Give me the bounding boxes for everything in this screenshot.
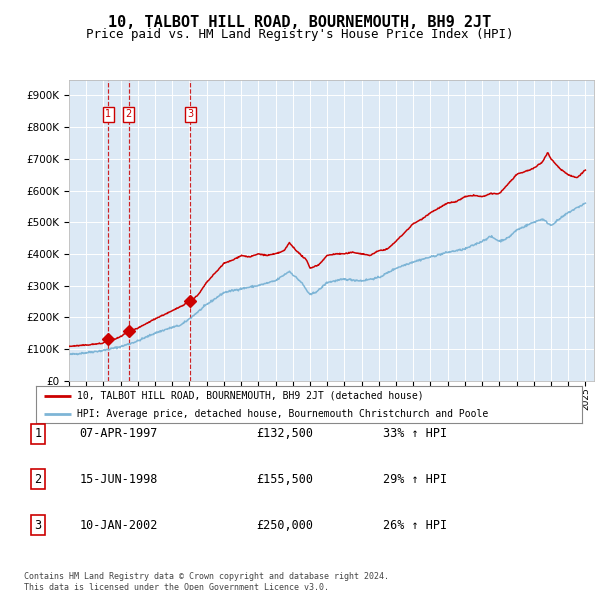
Text: Price paid vs. HM Land Registry's House Price Index (HPI): Price paid vs. HM Land Registry's House … <box>86 28 514 41</box>
Text: 3: 3 <box>34 519 41 532</box>
Text: £132,500: £132,500 <box>256 427 313 440</box>
Text: 07-APR-1997: 07-APR-1997 <box>79 427 158 440</box>
Text: £155,500: £155,500 <box>256 473 313 486</box>
Text: 2: 2 <box>34 473 41 486</box>
Text: 26% ↑ HPI: 26% ↑ HPI <box>383 519 447 532</box>
Text: 2: 2 <box>125 110 131 120</box>
Text: 15-JUN-1998: 15-JUN-1998 <box>79 473 158 486</box>
Text: £250,000: £250,000 <box>256 519 313 532</box>
Text: 10, TALBOT HILL ROAD, BOURNEMOUTH, BH9 2JT: 10, TALBOT HILL ROAD, BOURNEMOUTH, BH9 2… <box>109 15 491 30</box>
Text: 33% ↑ HPI: 33% ↑ HPI <box>383 427 447 440</box>
Text: 10-JAN-2002: 10-JAN-2002 <box>79 519 158 532</box>
Text: 3: 3 <box>187 110 193 120</box>
Text: 29% ↑ HPI: 29% ↑ HPI <box>383 473 447 486</box>
Text: HPI: Average price, detached house, Bournemouth Christchurch and Poole: HPI: Average price, detached house, Bour… <box>77 409 488 419</box>
Text: 1: 1 <box>34 427 41 440</box>
Text: Contains HM Land Registry data © Crown copyright and database right 2024.
This d: Contains HM Land Registry data © Crown c… <box>24 572 389 590</box>
Text: 10, TALBOT HILL ROAD, BOURNEMOUTH, BH9 2JT (detached house): 10, TALBOT HILL ROAD, BOURNEMOUTH, BH9 2… <box>77 391 424 401</box>
Text: 1: 1 <box>105 110 111 120</box>
